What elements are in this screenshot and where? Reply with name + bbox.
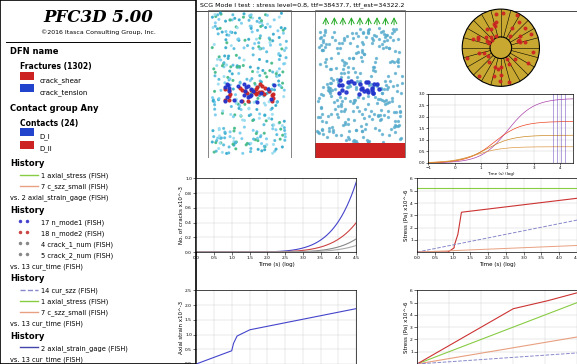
X-axis label: Time (s) (log): Time (s) (log) — [478, 262, 515, 267]
Text: D_II: D_II — [39, 146, 52, 153]
Text: 17 n_mode1 (FISH): 17 n_mode1 (FISH) — [41, 219, 104, 226]
Bar — [20, 141, 35, 149]
Text: PFC3D 5.00: PFC3D 5.00 — [43, 9, 153, 26]
Y-axis label: Stress (Pa) x10^-6: Stress (Pa) x10^-6 — [403, 301, 409, 353]
Text: 2 axial_strain_gage (FISH): 2 axial_strain_gage (FISH) — [41, 345, 128, 352]
Text: DFN name: DFN name — [10, 47, 58, 56]
Text: ©2016 Itasca Consulting Group, Inc.: ©2016 Itasca Consulting Group, Inc. — [40, 30, 156, 35]
Bar — [20, 128, 35, 136]
Text: 7 c_szz_small (FISH): 7 c_szz_small (FISH) — [41, 309, 108, 316]
X-axis label: Time (s) (log): Time (s) (log) — [258, 262, 295, 267]
Text: Fractures (1302): Fractures (1302) — [20, 62, 91, 71]
Text: crack_shear: crack_shear — [39, 77, 81, 84]
Text: vs. 2 axial_strain_gage (FISH): vs. 2 axial_strain_gage (FISH) — [10, 194, 108, 201]
Bar — [20, 72, 35, 80]
Text: 1 axial_stress (FISH): 1 axial_stress (FISH) — [41, 298, 108, 305]
Text: SCG Mode I test : stress level=0.8, ttf=38437.7, ttf_est=34322.2: SCG Mode I test : stress level=0.8, ttf=… — [200, 3, 404, 8]
Text: History: History — [10, 332, 44, 341]
Text: 18 n_mode2 (FISH): 18 n_mode2 (FISH) — [41, 230, 104, 237]
Text: 5 crack_2_num (FISH): 5 crack_2_num (FISH) — [41, 252, 114, 259]
Text: History: History — [10, 206, 44, 215]
Bar — [20, 84, 35, 92]
Text: vs. 13 cur_time (FISH): vs. 13 cur_time (FISH) — [10, 263, 83, 270]
Text: History: History — [10, 159, 44, 169]
Text: D_I: D_I — [39, 133, 50, 140]
Text: vs. 13 cur_time (FISH): vs. 13 cur_time (FISH) — [10, 320, 83, 327]
Text: crack_tension: crack_tension — [39, 90, 88, 96]
Y-axis label: Stress (Pa) x10^-6: Stress (Pa) x10^-6 — [403, 190, 409, 241]
Y-axis label: No. of cracks x10^-3: No. of cracks x10^-3 — [179, 186, 183, 244]
Text: Contact group Any: Contact group Any — [10, 104, 98, 113]
Text: vs. 13 cur_time (FISH): vs. 13 cur_time (FISH) — [10, 356, 83, 363]
Text: Contacts (24): Contacts (24) — [20, 119, 78, 128]
Text: 1 axial_stress (FISH): 1 axial_stress (FISH) — [41, 173, 108, 179]
Y-axis label: Axial strain x10^-3: Axial strain x10^-3 — [179, 301, 183, 354]
Text: 7 c_szz_small (FISH): 7 c_szz_small (FISH) — [41, 183, 108, 190]
Text: History: History — [10, 274, 44, 284]
Text: 4 crack_1_num (FISH): 4 crack_1_num (FISH) — [41, 241, 113, 248]
Text: 14 cur_szz (FISH): 14 cur_szz (FISH) — [41, 288, 98, 294]
